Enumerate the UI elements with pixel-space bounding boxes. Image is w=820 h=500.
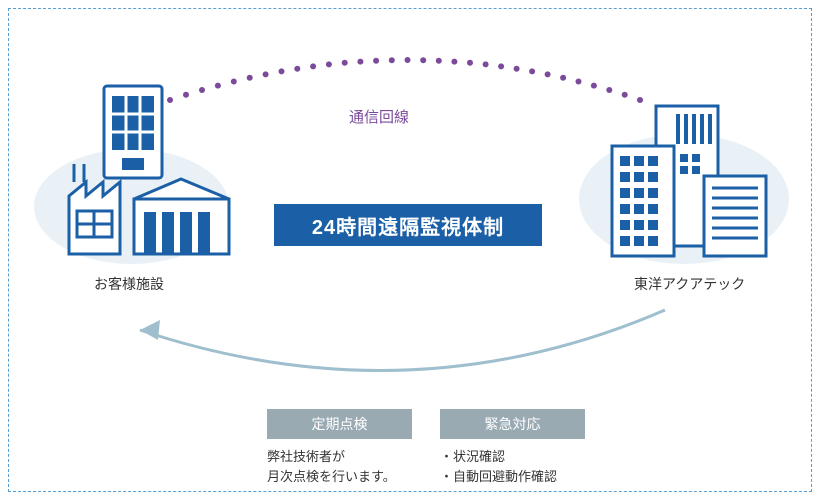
- emergency-body: ・状況確認 ・自動回避動作確認: [440, 447, 585, 487]
- inspection-title: 定期点検: [267, 409, 412, 439]
- inspection-line1: 弊社技術者が: [267, 447, 412, 467]
- center-title-text: 24時間遠隔監視体制: [312, 211, 504, 240]
- customer-buildings: [64, 84, 234, 259]
- company-buildings: [594, 104, 779, 259]
- customer-label: お客様施設: [94, 274, 164, 294]
- comm-line-label: 通信回線: [349, 106, 409, 127]
- inspection-body: 弊社技術者が 月次点検を行います。: [267, 447, 412, 487]
- company-label: 東洋アクアテック: [634, 274, 745, 294]
- emergency-line1: ・状況確認: [440, 447, 585, 467]
- inspection-section: 定期点検 弊社技術者が 月次点検を行います。: [267, 409, 412, 487]
- inspection-line2: 月次点検を行います。: [267, 467, 412, 487]
- center-title-box: 24時間遠隔監視体制: [274, 204, 542, 246]
- emergency-section: 緊急対応 ・状況確認 ・自動回避動作確認: [440, 409, 585, 487]
- emergency-line2: ・自動回避動作確認: [440, 467, 585, 487]
- bottom-sections: 定期点検 弊社技術者が 月次点検を行います。 緊急対応 ・状況確認 ・自動回避動…: [267, 409, 585, 487]
- emergency-title: 緊急対応: [440, 409, 585, 439]
- diagram-frame: お客様施設 東洋アクアテック 通信回線 24時間遠隔監視体制 定期点検 弊社技術…: [8, 8, 812, 492]
